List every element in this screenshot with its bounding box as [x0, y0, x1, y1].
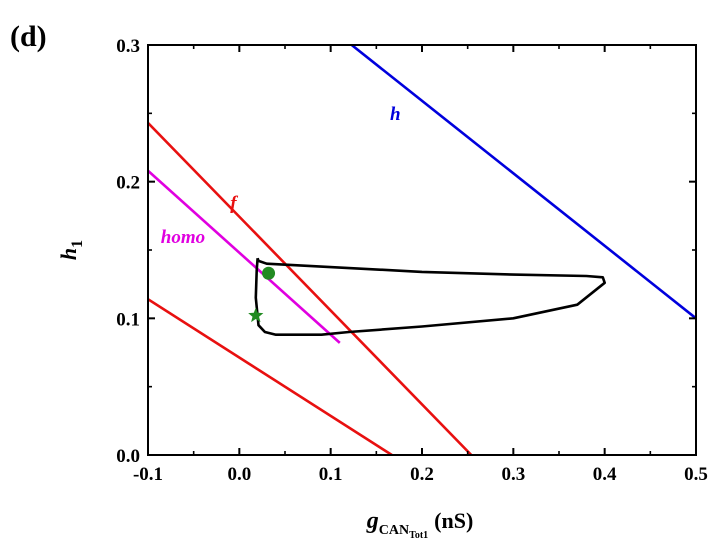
series-line-curve-2 [148, 298, 393, 455]
marker-circle [262, 266, 276, 280]
y-axis-title-subscript: 1 [69, 240, 86, 248]
series-line-homo [148, 169, 341, 344]
x-axis-title-subsubscript: Tot1 [409, 530, 428, 541]
x-tick-label: 0.3 [501, 464, 525, 485]
x-tick-label: 0.2 [410, 464, 434, 485]
x-tick-label: 0.5 [684, 464, 708, 485]
x-tick-label: 0.0 [227, 464, 251, 485]
x-tick-label: 0.4 [593, 464, 617, 485]
series-line-curve-4 [254, 257, 607, 337]
x-axis-title-main: g [366, 508, 379, 534]
y-axis-title: h1 [56, 240, 86, 260]
x-axis-title-subscript: CAN [379, 523, 409, 538]
annotation-f: f [230, 193, 238, 214]
y-tick-label: 0.3 [116, 36, 140, 57]
x-axis-title-unit: (nS) [434, 508, 473, 533]
y-tick-label: 0.1 [116, 309, 140, 330]
annotation-homo: homo [161, 227, 205, 248]
y-tick-label: 0.0 [116, 446, 140, 467]
series-line-h [350, 45, 696, 320]
panel-label: (d) [10, 20, 47, 53]
annotation-h: h [390, 104, 401, 125]
y-axis-title-main: h [56, 248, 81, 260]
y-tick-label: 0.2 [116, 173, 140, 194]
x-tick-label: -0.1 [133, 464, 163, 485]
x-tick-label: 0.1 [319, 464, 343, 485]
plot-frame [147, 44, 697, 456]
x-axis-title: gCANTot1 (nS) [366, 508, 474, 541]
marker-star [248, 307, 264, 323]
series-line-f [148, 121, 473, 455]
